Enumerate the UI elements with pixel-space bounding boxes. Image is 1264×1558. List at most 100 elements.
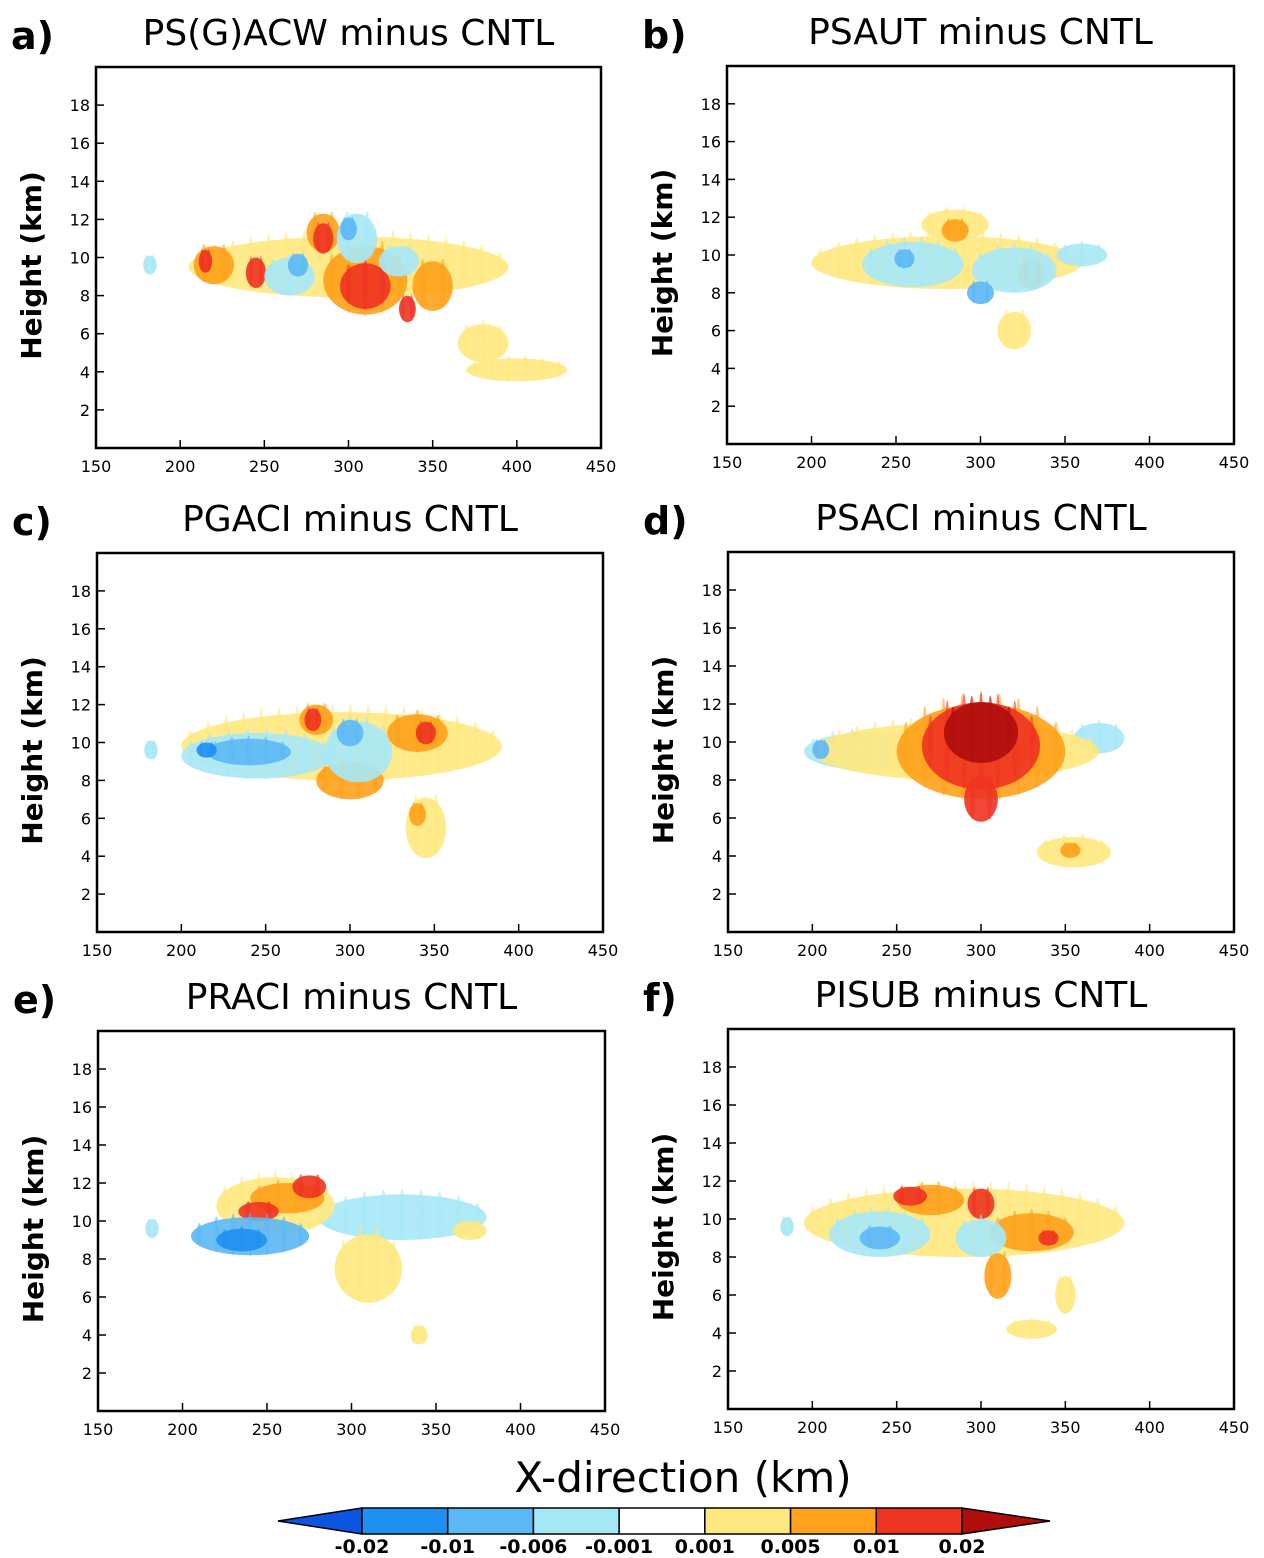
contour-streak: [301, 733, 308, 774]
contour-streak: [959, 218, 964, 241]
x-tick-label: 300: [966, 941, 997, 960]
contour-streak: [902, 1209, 908, 1255]
y-axis-label: Height (km): [17, 1135, 50, 1324]
contour-streak: [259, 256, 263, 287]
y-tick-label: 10: [70, 249, 90, 268]
y-tick-label: 16: [70, 134, 90, 153]
contour-streak: [977, 211, 984, 235]
colorbar-label: -0.006: [499, 1536, 567, 1558]
panel-letter: f): [643, 976, 677, 1020]
contour-streak: [291, 252, 295, 276]
contour-streak: [418, 1189, 424, 1241]
x-tick-label: 450: [1219, 453, 1250, 472]
contour-streak: [496, 252, 503, 276]
contour-streak: [374, 1226, 380, 1304]
contour-streak: [410, 294, 414, 321]
x-tick-label: 300: [335, 941, 366, 960]
contour-streak: [1029, 715, 1035, 768]
contour-blob-c8: [943, 702, 1019, 763]
y-tick-label: 8: [712, 771, 722, 790]
contour-streak: [151, 254, 155, 274]
contour-blob-c5: [410, 1325, 428, 1345]
x-tick-label: 150: [713, 1418, 744, 1437]
colorbar-box: [618, 1507, 706, 1535]
contour-streak: [489, 357, 495, 381]
contour-streak: [782, 1216, 786, 1236]
contour-streak: [280, 741, 286, 760]
contour-streak: [1077, 1192, 1083, 1247]
contour-streak: [307, 707, 311, 730]
y-tick-label: 18: [701, 95, 721, 114]
y-tick-label: 6: [80, 325, 90, 344]
x-tick-label: 200: [796, 453, 827, 472]
contour-streak: [950, 706, 956, 753]
contour-blob-c2: [859, 1226, 901, 1250]
y-tick-label: 14: [71, 658, 91, 677]
contour-streak: [1112, 1206, 1119, 1233]
contour-streak: [995, 1219, 1001, 1253]
contour-streak: [330, 725, 336, 773]
x-tick-label: 150: [82, 941, 113, 960]
colorbar-label: -0.02: [335, 1536, 390, 1558]
x-tick-label: 300: [965, 453, 996, 472]
x-tick-label: 150: [713, 941, 744, 960]
contour-streak: [1094, 1197, 1101, 1242]
contour-streak: [1062, 1217, 1068, 1244]
y-tick-label: 12: [701, 208, 721, 227]
contour-streak: [343, 1195, 349, 1235]
contour-streak: [351, 216, 355, 240]
contour-streak: [480, 319, 486, 364]
contour-streak: [475, 1220, 481, 1240]
x-tick-label: 400: [1134, 1418, 1165, 1437]
colorbar-box: [789, 1507, 878, 1535]
y-tick-label: 12: [70, 210, 90, 229]
contour-blob-c3: [862, 241, 964, 288]
contour-streak: [264, 1213, 270, 1256]
x-tick-label: 450: [1219, 1418, 1250, 1437]
contour-streak: [454, 715, 460, 771]
y-tick-label: 4: [81, 847, 91, 866]
contour-streak: [1002, 1251, 1007, 1297]
panel-f: 150 200 250 300 350 400 450 2 4 6 8 10 12 14 16 18 Heigh…: [643, 975, 1249, 1437]
contour-streak: [385, 244, 392, 275]
x-tick-label: 350: [1050, 941, 1081, 960]
contour-streak: [340, 1239, 346, 1292]
contour-streak: [1045, 1320, 1051, 1337]
panel-d: 150 200 250 300 350 400 450 2 4 6 8 10 12 14 16 18 Heigh…: [643, 498, 1249, 960]
contour-streak: [364, 715, 370, 783]
contour-streak: [326, 221, 330, 253]
contour-blob-c2: [340, 217, 357, 241]
contour-blob-c2: [336, 719, 364, 747]
contour-streak: [341, 718, 346, 745]
panel-letter: c): [12, 500, 52, 544]
y-tick-label: 6: [712, 809, 722, 828]
y-tick-label: 2: [82, 1364, 92, 1383]
y-tick-label: 18: [71, 582, 91, 601]
x-tick-label: 300: [966, 1418, 997, 1437]
contour-streak: [187, 740, 194, 767]
contour-streak: [458, 1220, 464, 1240]
y-tick-label: 10: [702, 1210, 722, 1229]
contour-streak: [323, 1186, 329, 1220]
contour-streak: [463, 324, 469, 358]
contour-streak: [222, 1229, 228, 1249]
contour-streak: [381, 725, 387, 773]
contour-streak: [361, 1191, 368, 1239]
contour-streak: [490, 729, 496, 756]
y-tick-label: 10: [701, 246, 721, 265]
x-tick-label: 450: [590, 1420, 621, 1439]
y-tick-label: 2: [81, 885, 91, 904]
contour-streak: [994, 243, 1000, 292]
y-tick-label: 12: [702, 1172, 722, 1191]
y-axis-label: Height (km): [16, 656, 49, 845]
x-tick-label: 150: [83, 1420, 114, 1439]
contour-streak: [1011, 241, 1017, 294]
contour-streak: [439, 258, 446, 309]
panel-letter: a): [11, 14, 54, 58]
contour-streak: [918, 236, 924, 288]
contour-streak: [890, 719, 896, 779]
contour-streak: [971, 280, 976, 303]
panel-letter: e): [13, 978, 56, 1022]
contour-streak: [379, 264, 385, 304]
